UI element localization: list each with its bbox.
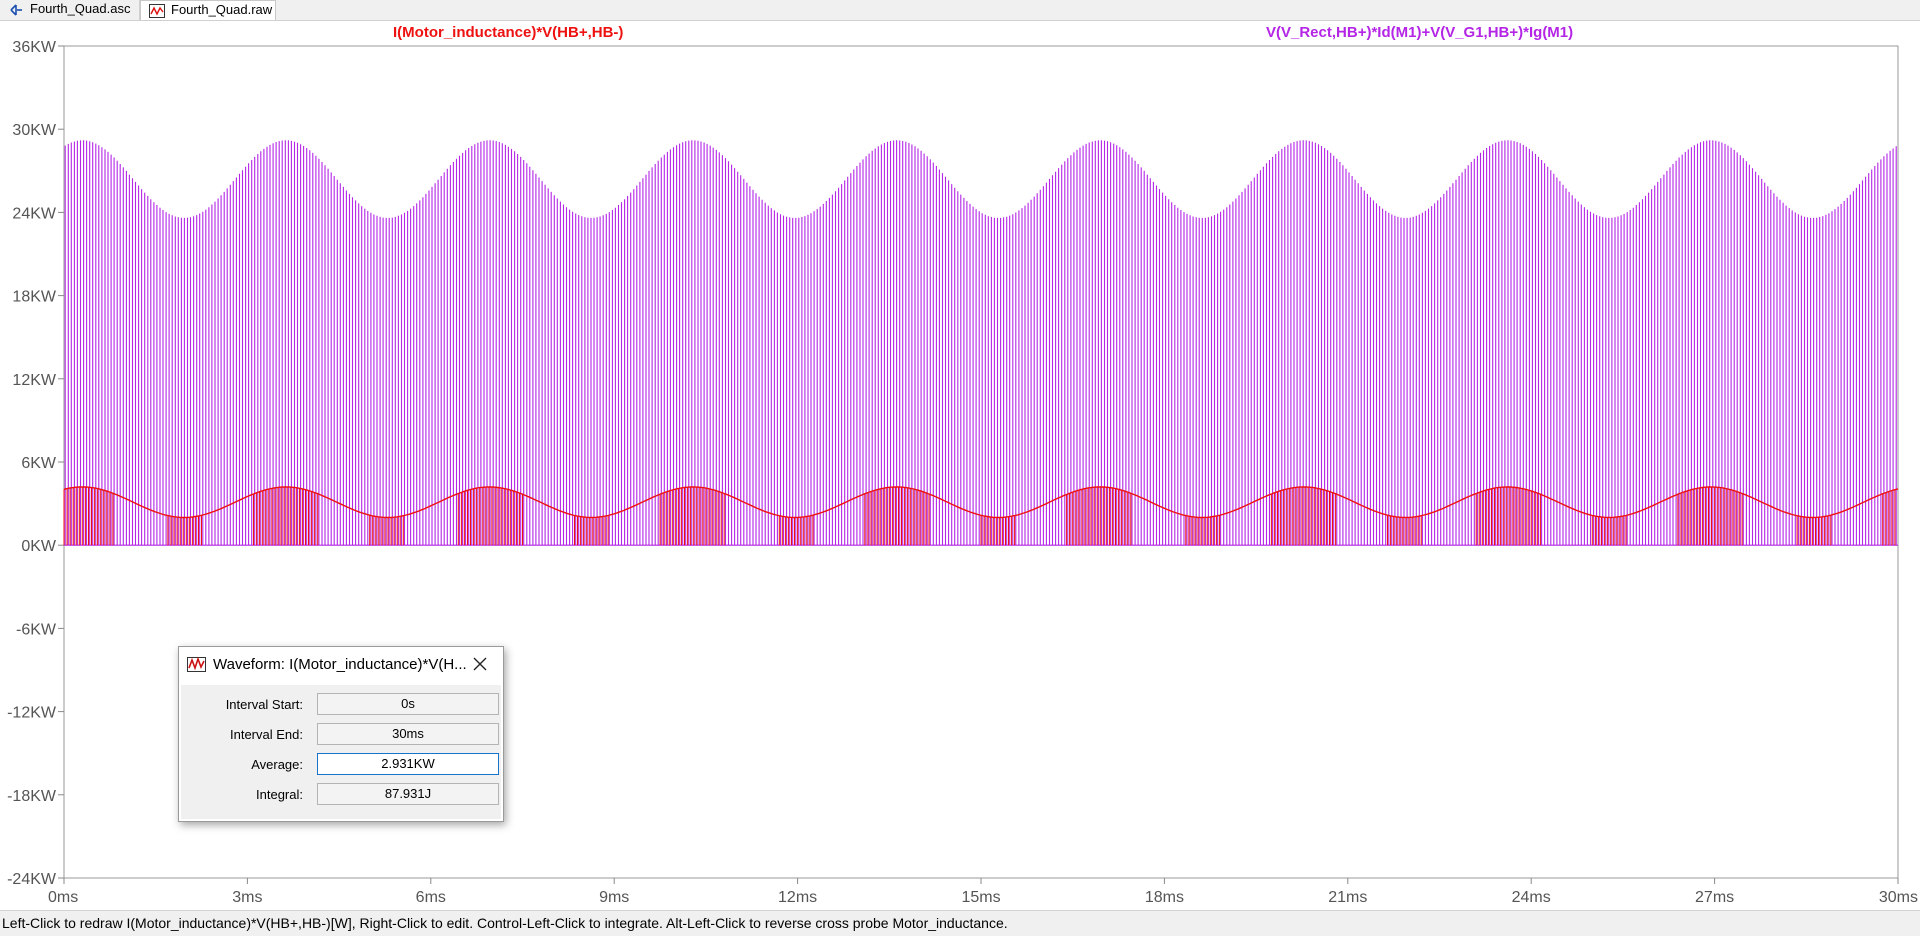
x-tick-label: 9ms	[599, 889, 629, 906]
dialog-title: Waveform: I(Motor_inductance)*V(H...	[213, 656, 467, 673]
x-tick-label: 18ms	[1145, 889, 1184, 906]
x-tick-label: 27ms	[1695, 889, 1734, 906]
waveform-app-icon	[187, 656, 206, 672]
tab-label: Fourth_Quad.raw	[171, 2, 273, 17]
tab-waveform[interactable]: Fourth_Quad.raw	[140, 0, 276, 20]
integral-field[interactable]: 87.931J	[317, 783, 499, 805]
series-motor-power	[63, 486, 1899, 546]
tab-schematic[interactable]: Fourth_Quad.asc	[0, 0, 140, 20]
interval-start-field[interactable]: 0s	[317, 693, 499, 715]
y-tick-label: -6KW	[16, 621, 57, 638]
x-tick-label: 30ms	[1879, 889, 1918, 906]
y-tick-label: 18KW	[12, 289, 56, 306]
y-tick-label: 24KW	[12, 205, 56, 222]
status-text: Left-Click to redraw I(Motor_inductance)…	[2, 915, 1008, 931]
x-tick-label: 0ms	[48, 889, 78, 906]
series-motor-envelope	[63, 486, 1899, 519]
interval-end-label: Interval End:	[230, 727, 303, 742]
y-tick-label: 36KW	[12, 39, 56, 56]
integral-label: Integral:	[256, 787, 303, 802]
y-tick-label: 6KW	[21, 455, 57, 472]
waveform-integration-dialog: Waveform: I(Motor_inductance)*V(H... Int…	[178, 646, 504, 822]
interval-start-row: Interval Start: 0s	[181, 693, 501, 717]
x-tick-label: 21ms	[1328, 889, 1367, 906]
y-tick-label: 0KW	[21, 538, 57, 555]
plot-canvas[interactable]: 36KW 30KW 24KW 18KW 12KW 6KW 0KW -6KW -12KW -18KW…	[0, 21, 1920, 910]
series-mosfet-power	[64, 140, 1898, 546]
y-tick-label: -12KW	[7, 705, 57, 722]
y-tick-label: -24KW	[7, 871, 57, 888]
dialog-title-bar[interactable]: Waveform: I(Motor_inductance)*V(H...	[179, 647, 503, 681]
integral-row: Integral: 87.931J	[181, 783, 501, 807]
waveform-icon	[149, 4, 165, 18]
average-field[interactable]: 2.931KW	[317, 753, 499, 775]
interval-start-label: Interval Start:	[225, 697, 303, 712]
tab-label: Fourth_Quad.asc	[30, 1, 131, 16]
y-tick-label: -18KW	[7, 788, 57, 805]
average-row: Average: 2.931KW	[181, 753, 501, 777]
waveform-plot[interactable]: 36KW 30KW 24KW 18KW 12KW 6KW 0KW -6KW -12KW -18KW…	[0, 21, 1920, 910]
interval-end-row: Interval End: 30ms	[181, 723, 501, 747]
dialog-body: Interval Start: 0s Interval End: 30ms Av…	[181, 685, 501, 819]
average-label: Average:	[251, 757, 303, 772]
x-tick-label: 12ms	[778, 889, 817, 906]
x-tick-label: 15ms	[961, 889, 1000, 906]
y-tick-label: 12KW	[12, 372, 56, 389]
tab-bar: Fourth_Quad.asc Fourth_Quad.raw	[0, 0, 1920, 21]
close-icon[interactable]	[471, 655, 489, 673]
schematic-icon	[10, 4, 22, 16]
status-bar: Left-Click to redraw I(Motor_inductance)…	[0, 910, 1920, 936]
series-motor-bursts	[63, 487, 1896, 546]
x-tick-label: 6ms	[416, 889, 446, 906]
x-tick-label: 24ms	[1512, 889, 1551, 906]
y-tick-label: 30KW	[12, 122, 56, 139]
series-mosfet-pulses	[64, 140, 1897, 546]
trace-title-mosfet-power[interactable]: V(V_Rect,HB+)*Id(M1)+V(V_G1,HB+)*Ig(M1)	[1266, 24, 1574, 41]
trace-title-motor-power[interactable]: I(Motor_inductance)*V(HB+,HB-)	[393, 24, 624, 41]
interval-end-field[interactable]: 30ms	[317, 723, 499, 745]
x-tick-label: 3ms	[232, 889, 262, 906]
